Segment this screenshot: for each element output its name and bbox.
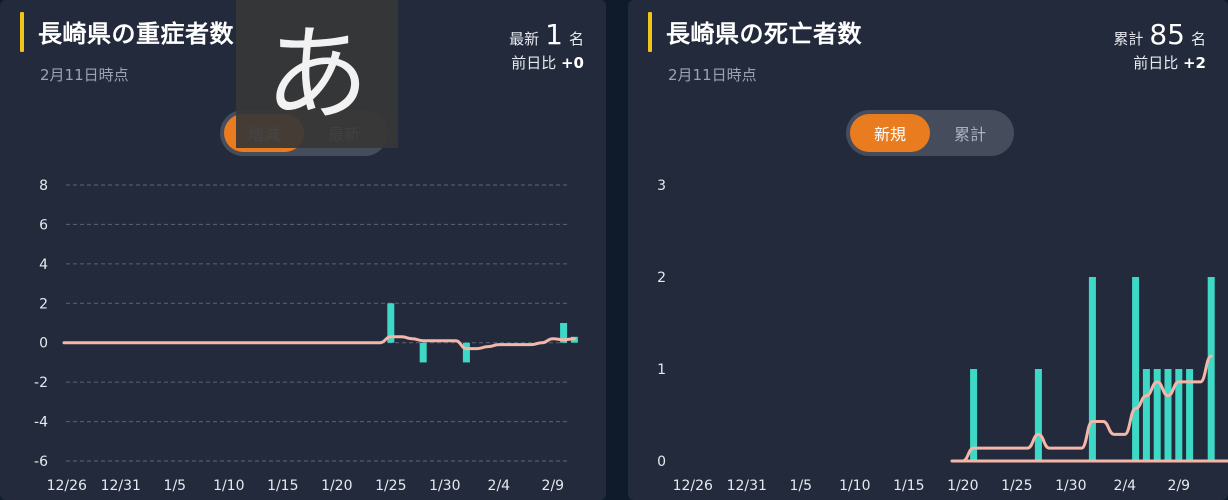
x-tick-label: 2/9 (1168, 478, 1191, 494)
x-tick-label: 12/31 (101, 478, 141, 494)
chart-bar (1088, 277, 1096, 461)
x-tick-label: 1/20 (321, 478, 352, 494)
diff-value: +0 (560, 54, 584, 72)
stat-summary: 最新 1 名 前日比 +0 (509, 14, 584, 73)
chart-bar (970, 369, 978, 461)
x-tick-label: 1/15 (893, 478, 924, 494)
view-toggle[interactable]: 新規 累計 (846, 110, 1014, 156)
y-tick-label: 2 (39, 296, 48, 312)
chart-bar (1132, 277, 1140, 461)
deaths-chart: 3 2 1 0 12/26 12/31 1/5 1/10 1/15 1/20 1/25 1/30 2/4… (657, 178, 1228, 494)
x-tick-label: 1/15 (267, 478, 298, 494)
x-tick-label: 2/4 (1114, 478, 1137, 494)
chart-bar (462, 342, 470, 363)
y-tick-label: 8 (39, 178, 48, 194)
x-tick-label: 12/26 (47, 478, 87, 494)
stat-value: 1 (545, 18, 563, 51)
card-date: 2月11日時点 (668, 66, 757, 84)
y-tick-label: 4 (39, 257, 48, 273)
chart-bar (1175, 369, 1183, 461)
x-tick-label: 1/25 (375, 478, 406, 494)
chart-bar (419, 342, 427, 363)
chart-bar (1142, 369, 1150, 461)
x-tick-label: 1/30 (1055, 478, 1086, 494)
x-tick-label: 1/10 (213, 478, 244, 494)
diff-label: 前日比 (511, 54, 557, 72)
stat-summary: 累計 85 名 前日比 +2 (1113, 14, 1206, 73)
x-tick-label: 1/20 (947, 478, 978, 494)
y-tick-label: -4 (34, 415, 48, 431)
stat-label: 最新 (509, 30, 540, 48)
x-tick-label: 2/4 (488, 478, 511, 494)
y-tick-label: -6 (34, 454, 48, 470)
x-tick-label: 2/9 (542, 478, 565, 494)
title-accent-bar (20, 12, 24, 52)
chart-bar (387, 303, 395, 343)
stat-value: 85 (1149, 18, 1185, 51)
moving-average-line (950, 354, 1228, 463)
toggle-cumulative[interactable]: 累計 (953, 125, 986, 144)
x-tick-label: 12/31 (727, 478, 767, 494)
y-tick-label: 6 (39, 217, 48, 233)
title-accent-bar (648, 12, 652, 52)
chart-bar (1207, 277, 1215, 461)
stat-unit: 名 (1190, 30, 1206, 48)
chart-bar (1186, 369, 1194, 461)
x-tick-label: 1/25 (1001, 478, 1032, 494)
x-tick-label: 12/26 (673, 478, 713, 494)
y-tick-label: 2 (657, 270, 666, 286)
toggle-new[interactable]: 新規 (850, 114, 930, 152)
severe-cases-chart: 8 6 4 2 0 -2 -4 -6 12/26 12/31 1/5 1/10 1/15 1/20 1/25… (34, 178, 578, 494)
x-tick-label: 1/5 (790, 478, 813, 494)
y-tick-label: 1 (657, 362, 666, 378)
stat-unit: 名 (568, 30, 584, 48)
y-tick-label: 3 (657, 178, 666, 194)
deaths-card: 長崎県の死亡者数 2月11日時点 累計 85 名 前日比 +2 新規 累計 3 2… (628, 0, 1228, 500)
ime-indicator: あ (236, 0, 398, 148)
chart-bar (1034, 369, 1042, 461)
y-tick-label: 0 (657, 454, 666, 470)
y-tick-label: -2 (34, 375, 48, 391)
x-tick-label: 1/30 (429, 478, 460, 494)
card-title: 長崎県の死亡者数 (666, 20, 862, 48)
chart-bar (560, 323, 568, 343)
x-tick-label: 1/10 (839, 478, 870, 494)
chart-bar (1164, 369, 1172, 461)
x-tick-label: 1/5 (164, 478, 187, 494)
stat-label: 累計 (1113, 30, 1144, 48)
moving-average-line (62, 335, 576, 351)
card-title: 長崎県の重症者数 (38, 20, 234, 48)
chart-bar (1153, 369, 1161, 461)
card-date: 2月11日時点 (40, 66, 129, 84)
y-tick-label: 0 (39, 336, 48, 352)
diff-label: 前日比 (1133, 54, 1179, 72)
diff-value: +2 (1182, 54, 1206, 72)
